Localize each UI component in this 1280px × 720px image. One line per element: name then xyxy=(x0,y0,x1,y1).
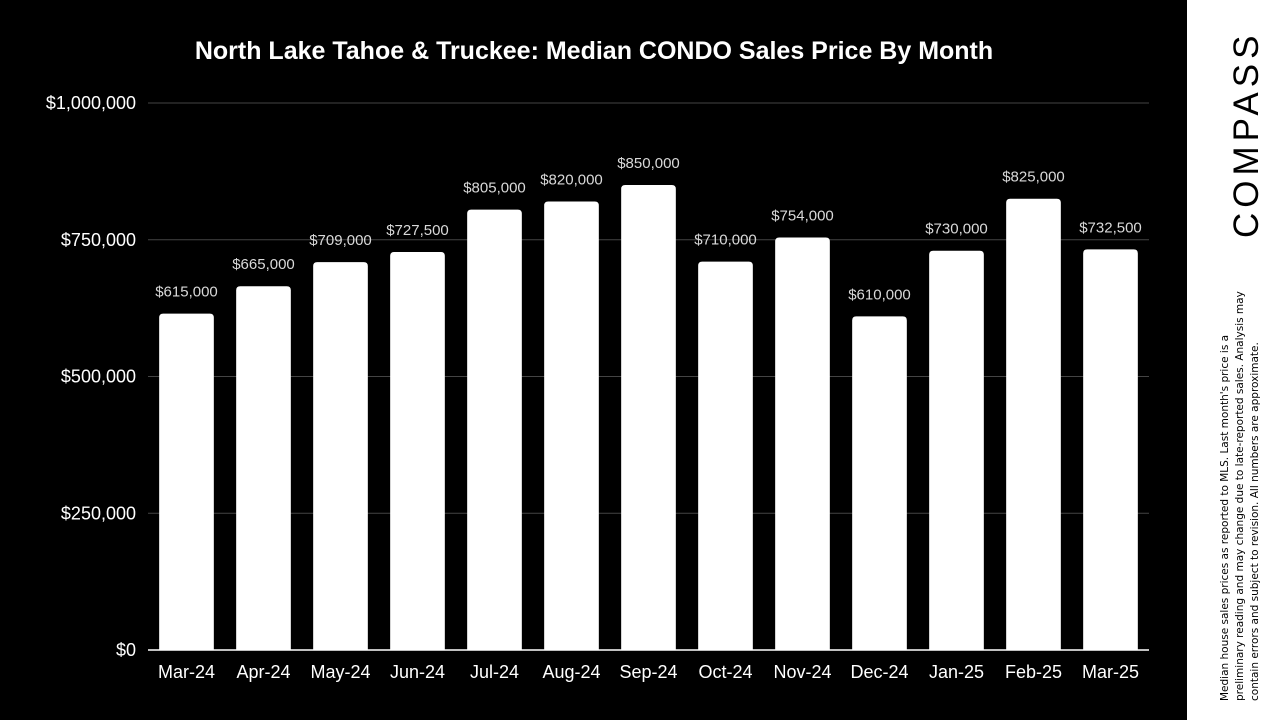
bar xyxy=(313,262,368,650)
data-label: $754,000 xyxy=(771,208,834,225)
disclaimer-text: Median house sales prices as reported to… xyxy=(1219,291,1261,701)
data-label: $805,000 xyxy=(463,180,526,197)
x-tick-label: Mar-24 xyxy=(158,662,215,682)
x-tick-label: Feb-25 xyxy=(1005,662,1062,682)
y-tick-label: $250,000 xyxy=(61,503,136,523)
compass-logo-text: COMPASS xyxy=(1227,30,1266,238)
x-tick-label: May-24 xyxy=(310,662,370,682)
data-labels: $615,000 $665,000 $709,000 $727,500 $805,000… xyxy=(155,155,1142,303)
x-tick-label: Jan-25 xyxy=(929,662,984,682)
x-tick-label: Sep-24 xyxy=(619,662,677,682)
chart-panel: North Lake Tahoe & Truckee: Median CONDO… xyxy=(0,0,1187,720)
bar xyxy=(775,237,830,650)
data-label: $730,000 xyxy=(925,221,988,238)
x-tick-label: Jul-24 xyxy=(470,662,519,682)
y-tick-label: $0 xyxy=(116,640,136,660)
brand-sidebar xyxy=(1187,0,1280,720)
x-axis-tick-labels: Mar-24 Apr-24 May-24 Jun-24 Jul-24 Aug-24 Sep-… xyxy=(158,662,1139,682)
bars xyxy=(159,185,1138,651)
bar xyxy=(621,185,676,651)
bar xyxy=(236,286,291,650)
data-label: $727,500 xyxy=(386,222,449,239)
y-tick-label: $1,000,000 xyxy=(46,93,136,113)
bar xyxy=(1083,249,1138,650)
x-tick-label: Nov-24 xyxy=(773,662,831,682)
bar xyxy=(852,316,907,650)
x-tick-label: Dec-24 xyxy=(850,662,908,682)
bar xyxy=(159,313,214,650)
y-tick-label: $750,000 xyxy=(61,230,136,250)
data-label: $710,000 xyxy=(694,232,757,249)
x-tick-label: Mar-25 xyxy=(1082,662,1139,682)
data-label: $615,000 xyxy=(155,284,218,301)
data-label: $850,000 xyxy=(617,155,680,172)
bar xyxy=(1006,198,1061,650)
bar xyxy=(544,201,599,650)
chart-title: North Lake Tahoe & Truckee: Median CONDO… xyxy=(195,37,993,65)
data-label: $709,000 xyxy=(309,232,372,249)
bar xyxy=(698,261,753,650)
data-label: $610,000 xyxy=(848,286,911,303)
data-label: $825,000 xyxy=(1002,169,1065,186)
y-axis-tick-labels: $0 $250,000 $500,000 $750,000 $1,000,000 xyxy=(46,93,136,660)
x-tick-label: Jun-24 xyxy=(390,662,445,682)
x-tick-label: Aug-24 xyxy=(542,662,600,682)
bar xyxy=(390,252,445,650)
data-label: $820,000 xyxy=(540,171,603,188)
x-tick-label: Apr-24 xyxy=(236,662,290,682)
data-label: $665,000 xyxy=(232,256,295,273)
bar xyxy=(467,209,522,651)
x-tick-label: Oct-24 xyxy=(698,662,752,682)
data-label: $732,500 xyxy=(1079,219,1142,236)
bar xyxy=(929,250,984,650)
y-tick-label: $500,000 xyxy=(61,367,136,387)
bar-chart: North Lake Tahoe & Truckee: Median CONDO… xyxy=(46,37,1149,682)
